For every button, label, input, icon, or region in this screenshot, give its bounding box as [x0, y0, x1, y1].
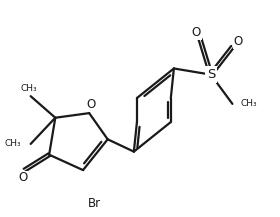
Text: CH₃: CH₃: [240, 99, 257, 108]
Text: CH₃: CH₃: [5, 139, 22, 148]
Text: CH₃: CH₃: [21, 84, 38, 93]
Text: O: O: [86, 98, 95, 111]
Text: O: O: [192, 26, 201, 39]
Text: O: O: [233, 35, 242, 48]
Text: Br: Br: [88, 197, 101, 210]
Text: S: S: [207, 68, 215, 81]
Text: O: O: [18, 171, 28, 184]
